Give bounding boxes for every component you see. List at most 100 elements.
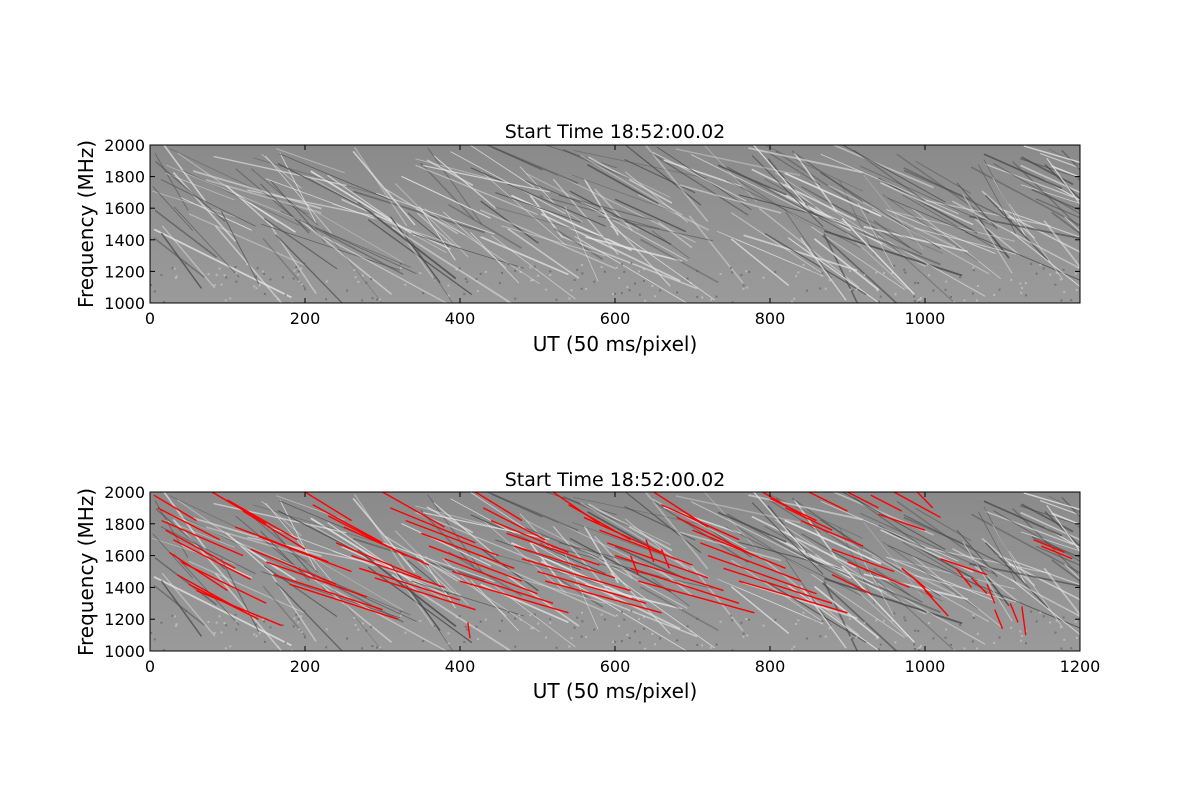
- bottom-texture-streak: [300, 567, 393, 643]
- bottom-texture-speckle: [370, 625, 373, 628]
- top-texture-speckle: [281, 276, 284, 279]
- top-texture-speckle: [506, 301, 509, 303]
- bottom-texture-streak: [736, 586, 824, 625]
- top-texture-speckle: [882, 272, 885, 275]
- bottom-texture-speckle: [659, 637, 662, 640]
- burst-segment: [630, 567, 740, 604]
- burst-segment: [607, 542, 709, 579]
- bottom-texture-speckle: [361, 647, 364, 650]
- bottom-texture-streak: [1020, 511, 1080, 541]
- bottom-texture-speckle: [643, 616, 646, 619]
- top-texture-speckle: [1063, 290, 1066, 293]
- top-texture-streak: [1008, 203, 1064, 281]
- bottom-texture-streak: [640, 586, 719, 632]
- top-texture-speckle: [269, 278, 272, 281]
- bottom-texture-speckle: [891, 619, 894, 622]
- top-texture-speckle: [926, 263, 929, 266]
- bottom-texture-speckle: [371, 645, 374, 648]
- bottom-texture-streak: [970, 513, 1080, 574]
- top-texture-streak: [983, 159, 1020, 228]
- bottom-texture-streak: [872, 575, 956, 651]
- bottom-texture-streak: [1008, 550, 1064, 628]
- bottom-texture-speckle: [354, 623, 357, 626]
- top-texture-speckle: [174, 277, 177, 280]
- top-texture-streak: [827, 184, 956, 248]
- bottom-texture-speckle: [297, 621, 300, 624]
- top-texture-speckle: [1035, 272, 1038, 275]
- bottom-x-ticks: 0 200 400 600 800 1000 1200: [145, 492, 1100, 676]
- bottom-texture-speckle: [281, 624, 284, 627]
- top-texture-speckle: [820, 274, 823, 277]
- burst-segment: [211, 492, 267, 525]
- top-texture-speckle: [580, 263, 583, 266]
- bottom-texture-speckle: [293, 617, 296, 620]
- top-texture-streak: [640, 238, 719, 284]
- top-texture-speckle: [659, 289, 662, 292]
- top-texture-speckle: [805, 289, 808, 292]
- bottom-panel: Start Time 18:52:00.02 0 200 400 600 800 1000…: [74, 469, 1100, 703]
- bottom-texture-streak: [767, 505, 815, 562]
- bottom-texture-streak: [225, 532, 274, 575]
- top-texture-streak: [993, 163, 1080, 215]
- top-texture-speckle: [626, 286, 629, 289]
- burst-segment: [692, 529, 786, 569]
- bottom-texture-speckle: [630, 609, 633, 612]
- bottom-texture-speckle: [914, 629, 917, 632]
- top-texture-speckle: [235, 272, 238, 275]
- bottom-texture-streak: [391, 573, 513, 651]
- burst-segment: [1040, 545, 1073, 560]
- bottom-texture-streak: [637, 541, 710, 579]
- bottom-texture-streak: [495, 539, 581, 571]
- top-texture-speckle: [731, 271, 734, 274]
- top-texture-streak: [985, 163, 1074, 198]
- burst-segment: [916, 492, 934, 509]
- bottom-texture-speckle: [514, 617, 517, 620]
- bottom-texture-streak: [580, 501, 683, 564]
- bottom-texture-speckle: [616, 614, 619, 617]
- top-texture-speckle: [433, 277, 436, 280]
- burst-segment: [273, 574, 383, 611]
- bottom-texture-speckle: [731, 619, 734, 622]
- bottom-texture-speckle: [993, 641, 996, 644]
- bottom-texture-speckle: [365, 629, 368, 632]
- bottom-texture-speckle: [570, 637, 573, 640]
- top-texture-speckle: [1010, 278, 1013, 281]
- burst-segment: [599, 529, 693, 566]
- bottom-texture-speckle: [519, 618, 522, 621]
- top-texture-speckle: [303, 262, 306, 265]
- top-texture-speckle: [746, 286, 749, 289]
- bottom-texture-speckle: [745, 618, 748, 621]
- top-texture-streak: [525, 180, 600, 211]
- top-texture-speckle: [795, 275, 798, 278]
- burst-segment: [1033, 539, 1065, 554]
- top-texture-streak: [153, 228, 292, 299]
- top-texture-speckle: [849, 288, 852, 291]
- top-texture-streak: [828, 202, 943, 254]
- burst-segment: [165, 529, 236, 569]
- bottom-texture-speckle: [258, 632, 261, 635]
- top-texture-streak: [657, 221, 693, 249]
- bottom-x-tick-label: 1000: [905, 657, 946, 676]
- top-texture-streak: [580, 154, 683, 216]
- top-texture-streak: [263, 217, 338, 270]
- top-texture-speckle: [742, 287, 745, 290]
- top-texture-streak: [317, 212, 403, 263]
- bottom-texture-streak: [1077, 525, 1080, 528]
- top-texture-speckle: [258, 284, 261, 287]
- top-y-tick-label: 2000: [104, 136, 145, 155]
- bottom-texture-speckle: [463, 641, 466, 644]
- bottom-texture-speckle: [903, 616, 906, 619]
- top-texture-streak: [540, 213, 681, 282]
- top-texture-streak: [491, 146, 579, 185]
- top-y-ticks: 1000 1200 1400 1600 1800 2000: [104, 136, 1080, 313]
- bottom-texture-streak: [262, 585, 306, 637]
- top-texture-streak: [688, 215, 744, 284]
- bottom-texture-speckle: [852, 637, 855, 640]
- bottom-x-tick-label: 400: [445, 657, 476, 676]
- bottom-texture-speckle: [972, 614, 975, 617]
- bottom-texture-streak: [1044, 511, 1080, 548]
- top-texture-streak: [558, 194, 652, 221]
- top-texture-speckle: [889, 301, 892, 303]
- top-texture-streak: [860, 165, 995, 227]
- top-texture-speckle: [630, 262, 633, 265]
